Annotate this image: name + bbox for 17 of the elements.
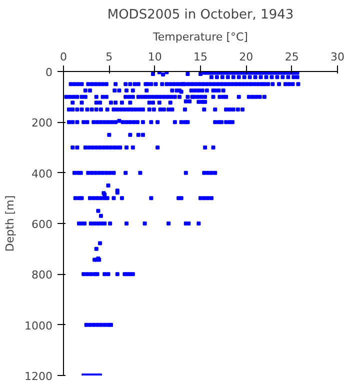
chart-title: MODS2005 in October, 1943 <box>107 8 294 22</box>
x-tick-label: 0 <box>60 50 67 64</box>
x-tick-label: 20 <box>239 50 254 64</box>
y-tick-label: 0 <box>46 66 52 79</box>
y-tick-label: 400 <box>32 167 53 180</box>
x-tick-label: 5 <box>106 50 113 64</box>
y-tick-label: 200 <box>32 116 53 130</box>
x-tick-label: 25 <box>284 50 299 64</box>
y-axis-title: Depth [m] <box>4 195 17 252</box>
x-tick-label: 30 <box>330 50 344 64</box>
x-tick-label: 10 <box>148 50 162 64</box>
y-tick-label: 1200 <box>24 370 53 383</box>
y-tick-label: 1000 <box>24 319 53 332</box>
y-tick-label: 800 <box>32 268 53 282</box>
x-tick-label: 15 <box>194 50 208 64</box>
x-axis-title: Temperature [°C] <box>152 30 248 44</box>
y-tick-label: 600 <box>32 218 53 231</box>
